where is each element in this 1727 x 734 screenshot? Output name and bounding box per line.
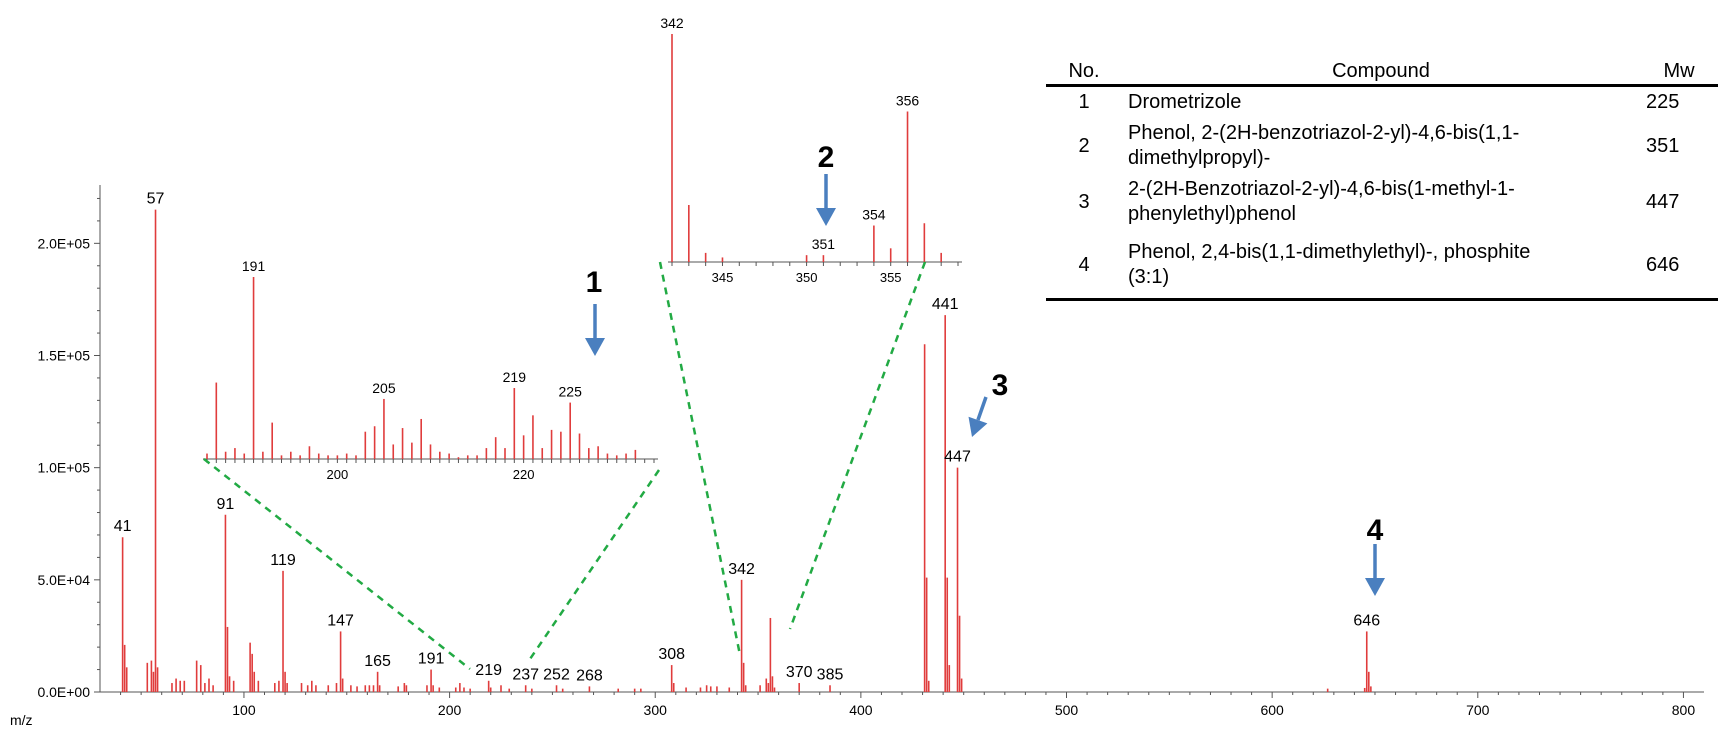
arrow-head xyxy=(968,416,988,437)
main-peaks xyxy=(121,209,1372,692)
zoom-guide-line xyxy=(788,261,927,630)
x-tick-label: 700 xyxy=(1466,702,1490,718)
table-row: 3 2-(2H-Benzotriazol-2-yl)-4,6-bis(1-met… xyxy=(1046,174,1718,230)
row-compound: Phenol, 2-(2H-benzotriazol-2-yl)-4,6-bis… xyxy=(1122,118,1640,174)
header-no: No. xyxy=(1068,60,1100,82)
compound-line-2: phenylethyl)phenol xyxy=(1128,203,1296,225)
y-tick-label: 2.0E+05 xyxy=(37,235,90,251)
inset-peak-label: 191 xyxy=(242,258,266,274)
peak-label: 219 xyxy=(475,662,502,679)
x-axis-label: m/z xyxy=(10,712,33,728)
row-no: 1 xyxy=(1078,91,1090,113)
table-row: 1 Drometrizole 225 xyxy=(1046,86,1718,119)
row-mw: 225 xyxy=(1646,91,1680,113)
peak-label: 119 xyxy=(270,552,296,569)
y-tick-label: 1.0E+05 xyxy=(37,460,90,476)
zoom-guide-line xyxy=(528,469,661,660)
y-tick-label: 5.0E+04 xyxy=(37,572,90,588)
zoom-guide-line xyxy=(203,458,471,670)
x-tick-label: 300 xyxy=(644,702,668,718)
peak-label: 308 xyxy=(658,646,685,663)
compound-line-1: Drometrizole xyxy=(1128,91,1242,113)
y-tick-label: 1.5E+05 xyxy=(37,347,90,363)
x-tick-label: 800 xyxy=(1672,702,1696,718)
peak-label: 441 xyxy=(932,296,959,313)
x-tick-label: 200 xyxy=(438,702,462,718)
peak-label: 268 xyxy=(576,667,603,684)
inset-x-tick-label: 355 xyxy=(880,270,902,285)
peak-label: 57 xyxy=(147,191,165,208)
arrow-head xyxy=(816,208,836,226)
peak-label: 385 xyxy=(817,666,844,683)
arrow-head xyxy=(585,338,605,356)
inset-peak-label: 219 xyxy=(503,369,527,385)
main-axes: 100 200 300 400 500 600 700 800 0.0E+00 5.0E+04 1.… xyxy=(37,185,1704,718)
compound-number-label: 2 xyxy=(818,141,835,174)
peak-label: 252 xyxy=(543,666,570,683)
zoom-guides xyxy=(203,261,927,670)
arrow-head xyxy=(1365,578,1385,596)
row-no: 3 xyxy=(1078,190,1090,213)
inset-x-tick-label: 220 xyxy=(513,467,535,482)
header-compound: Compound xyxy=(1332,60,1430,82)
row-mw: 351 xyxy=(1646,134,1680,157)
peak-label: 147 xyxy=(327,612,354,629)
inset-2: 345 350 355 342 351 354 356 xyxy=(660,15,962,285)
row-compound: Phenol, 2,4-bis(1,1-dimethylethyl)-, pho… xyxy=(1122,230,1640,300)
x-tick-label: 100 xyxy=(232,702,256,718)
arrow-shaft xyxy=(976,396,988,421)
row-mw: 447 xyxy=(1646,190,1680,213)
row-no: 4 xyxy=(1078,253,1090,276)
peak-label: 370 xyxy=(786,664,813,681)
compound-number-label: 3 xyxy=(992,369,1009,402)
table-row: 2 Phenol, 2-(2H-benzotriazol-2-yl)-4,6-b… xyxy=(1046,118,1718,174)
inset-peak-label: 342 xyxy=(660,15,684,31)
compound-line-1: Phenol, 2-(2H-benzotriazol-2-yl)-4,6-bis… xyxy=(1128,122,1520,144)
table-row: 4 Phenol, 2,4-bis(1,1-dimethylethyl)-, p… xyxy=(1046,230,1718,300)
peak-label: 91 xyxy=(217,496,235,513)
peak-label: 447 xyxy=(944,449,971,466)
x-tick-label: 400 xyxy=(849,702,873,718)
compound-line-2: (3:1) xyxy=(1128,266,1170,288)
peak-label: 646 xyxy=(1353,612,1380,629)
inset-x-tick-label: 200 xyxy=(327,467,349,482)
x-tick-label: 600 xyxy=(1260,702,1284,718)
inset-1: 200 220 191 205 219 225 xyxy=(203,258,658,482)
peak-label: 237 xyxy=(512,666,539,683)
inset-peak-label: 356 xyxy=(896,93,920,109)
peak-label: 41 xyxy=(114,518,132,535)
x-tick-label: 500 xyxy=(1055,702,1079,718)
row-compound: 2-(2H-Benzotriazol-2-yl)-4,6-bis(1-methy… xyxy=(1122,174,1640,230)
peak-label: 191 xyxy=(418,651,445,668)
inset-peak-label: 205 xyxy=(372,380,396,396)
header-mw: Mw xyxy=(1663,60,1695,82)
inset-peak-label: 354 xyxy=(862,207,886,223)
inset-peak-label: 225 xyxy=(559,384,583,400)
row-mw: 646 xyxy=(1646,253,1680,276)
zoom-guide-line xyxy=(658,261,742,656)
y-tick-label: 0.0E+00 xyxy=(37,684,90,700)
peak-label: 165 xyxy=(364,653,391,670)
table-header-row: No. Compound Mw xyxy=(1046,58,1718,86)
compound-number-label: 1 xyxy=(586,266,603,299)
inset-x-tick-label: 350 xyxy=(796,270,818,285)
compound-number-label: 4 xyxy=(1367,514,1384,547)
row-compound: Drometrizole xyxy=(1122,86,1640,119)
compound-table: No. Compound Mw 1 Drometrizole 225 2 Phe… xyxy=(1046,58,1718,301)
compound-line-1: 2-(2H-Benzotriazol-2-yl)-4,6-bis(1-methy… xyxy=(1128,178,1515,200)
inset-x-tick-label: 345 xyxy=(712,270,734,285)
row-no: 2 xyxy=(1078,134,1090,157)
compound-arrows: 1 2 3 4 xyxy=(585,141,1385,596)
inset-peak-label: 351 xyxy=(812,236,836,252)
compound-line-1: Phenol, 2,4-bis(1,1-dimethylethyl)-, pho… xyxy=(1128,241,1531,263)
peak-label: 342 xyxy=(728,561,755,578)
compound-line-2: dimethylpropyl)- xyxy=(1128,147,1271,169)
